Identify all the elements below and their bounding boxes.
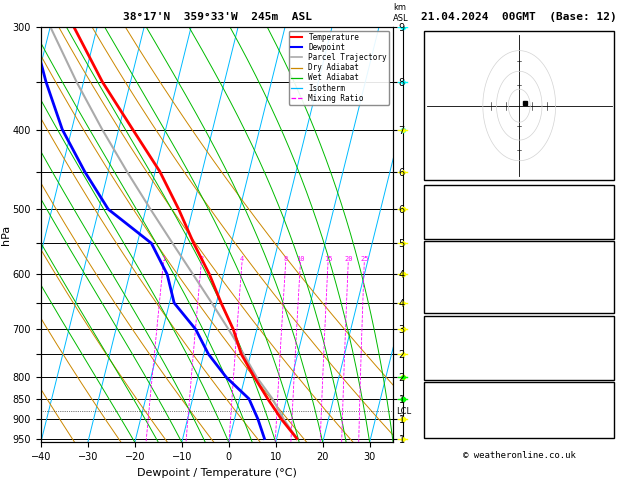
Text: StmSpd (kt): StmSpd (kt) xyxy=(431,428,490,437)
X-axis label: Dewpoint / Temperature (°C): Dewpoint / Temperature (°C) xyxy=(137,468,297,478)
Y-axis label: hPa: hPa xyxy=(1,225,11,244)
Text: 21.04.2024  00GMT  (Base: 12): 21.04.2024 00GMT (Base: 12) xyxy=(421,12,617,22)
Text: Pressure (mb): Pressure (mb) xyxy=(431,327,501,336)
Bar xyxy=(425,315,614,380)
Text: 850: 850 xyxy=(592,327,608,336)
Text: Dewp (°C): Dewp (°C) xyxy=(431,262,479,271)
Text: 76°: 76° xyxy=(592,417,608,425)
Text: 307: 307 xyxy=(592,273,608,281)
Text: θₑ (K): θₑ (K) xyxy=(431,338,463,347)
Text: © weatheronline.co.uk: © weatheronline.co.uk xyxy=(463,451,576,460)
Bar xyxy=(425,241,614,313)
Text: LCL: LCL xyxy=(396,407,411,416)
Text: Totals Totals: Totals Totals xyxy=(431,208,501,217)
Text: 38°17'N  359°33'W  245m  ASL: 38°17'N 359°33'W 245m ASL xyxy=(123,12,311,22)
Text: CIN (J): CIN (J) xyxy=(431,304,469,313)
Text: 15: 15 xyxy=(324,256,333,262)
Text: 14.3: 14.3 xyxy=(586,252,608,261)
Text: 1: 1 xyxy=(162,256,166,262)
Text: kt: kt xyxy=(428,35,438,44)
Text: CAPE (J): CAPE (J) xyxy=(431,359,474,368)
Bar xyxy=(425,382,614,438)
Text: 7.4: 7.4 xyxy=(592,262,608,271)
Text: Temp (°C): Temp (°C) xyxy=(431,252,479,261)
Text: Hodograph: Hodograph xyxy=(495,387,543,396)
Bar xyxy=(425,31,614,180)
Text: 10: 10 xyxy=(296,256,305,262)
Text: θₑ(K): θₑ(K) xyxy=(431,273,458,281)
Text: -1: -1 xyxy=(597,405,608,414)
Bar xyxy=(425,185,614,239)
Text: 5: 5 xyxy=(603,428,608,437)
Text: 0: 0 xyxy=(603,294,608,302)
Text: 308: 308 xyxy=(592,338,608,347)
Text: km
ASL: km ASL xyxy=(393,3,409,22)
Text: Surface: Surface xyxy=(501,246,538,255)
Text: 8: 8 xyxy=(284,256,288,262)
Text: 44: 44 xyxy=(597,208,608,217)
Text: 4: 4 xyxy=(240,256,245,262)
Text: 0: 0 xyxy=(603,304,608,313)
Text: CIN (J): CIN (J) xyxy=(431,370,469,379)
Text: 6: 6 xyxy=(603,283,608,292)
Text: Most Unstable: Most Unstable xyxy=(484,320,554,330)
Text: Lifted Index: Lifted Index xyxy=(431,348,495,357)
Text: 4: 4 xyxy=(603,190,608,199)
Text: CAPE (J): CAPE (J) xyxy=(431,294,474,302)
Text: SREH: SREH xyxy=(431,405,452,414)
Text: 1.27: 1.27 xyxy=(586,226,608,235)
Text: EH: EH xyxy=(431,394,442,402)
Legend: Temperature, Dewpoint, Parcel Trajectory, Dry Adiabat, Wet Adiabat, Isotherm, Mi: Temperature, Dewpoint, Parcel Trajectory… xyxy=(289,31,389,105)
Text: PW (cm): PW (cm) xyxy=(431,226,469,235)
Text: 6: 6 xyxy=(603,348,608,357)
Text: Lifted Index: Lifted Index xyxy=(431,283,495,292)
Text: StmDir: StmDir xyxy=(431,417,463,425)
Text: 25: 25 xyxy=(360,256,369,262)
Text: 0: 0 xyxy=(603,370,608,379)
Text: 0: 0 xyxy=(603,359,608,368)
Text: K: K xyxy=(431,190,436,199)
Text: -9: -9 xyxy=(597,394,608,402)
Text: 20: 20 xyxy=(344,256,353,262)
Text: 2: 2 xyxy=(199,256,204,262)
